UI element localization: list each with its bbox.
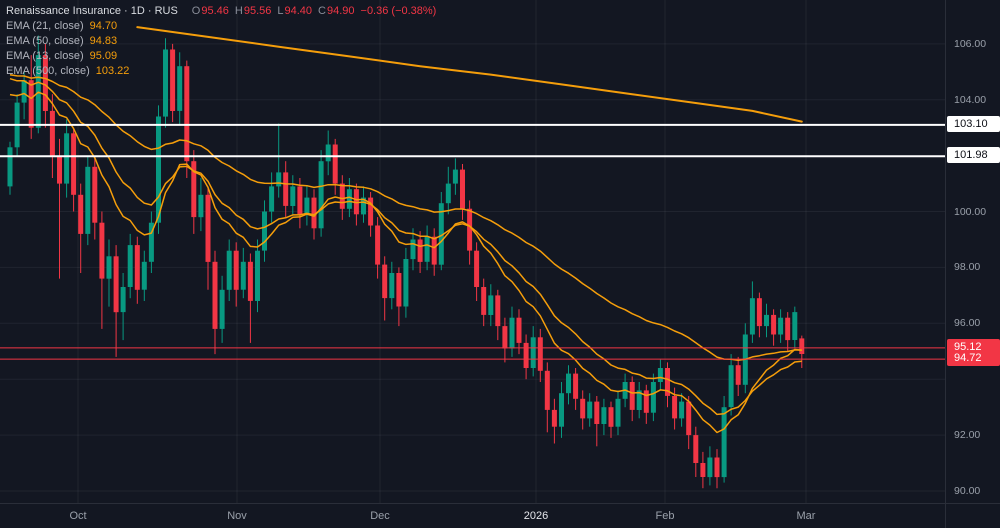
ema13-value: 95.09 [89,50,118,62]
price-tick-label: 98.00 [954,261,981,274]
open-label: O [191,5,201,17]
symbol-title[interactable]: Renaissance Insurance · 1D · RUS [6,5,178,17]
price-tick-label: 106.00 [954,37,987,50]
symbol-info-row[interactable]: Renaissance Insurance · 1D · RUS O95.46 H9… [6,4,436,18]
ema21-value: 94.70 [89,20,118,32]
price-tick-label: 92.00 [954,429,981,442]
indicator-row-ema13[interactable]: EMA (13, close) 95.09 [6,49,436,63]
time-tick-label: Dec [370,510,390,522]
indicator-row-ema500[interactable]: EMA (500, close) 103.22 [6,64,436,78]
time-tick-label: Mar [796,510,816,522]
ema500-label: EMA (500, close) [6,65,90,77]
price-axis[interactable]: 106.00 104.00 100.00 98.00 96.00 92.00 90.00 10… [945,0,1000,503]
candlestick-chart[interactable] [0,0,945,503]
indicator-row-ema21[interactable]: EMA (21, close) 94.70 [6,19,436,33]
time-tick-label: Feb [655,510,675,522]
alert-price-label[interactable]: 94.72 [947,350,1000,367]
change-value: −0.36 (−0.38%) [360,5,437,17]
ema50-value: 94.83 [89,35,118,47]
high-value: 95.56 [243,5,272,17]
low-label: L [277,5,284,17]
level-price-label[interactable]: 101.98 [947,147,1000,164]
high-label: H [234,5,243,17]
price-tick-label: 90.00 [954,484,981,497]
low-value: 94.40 [284,5,313,17]
price-tick-label: 100.00 [954,205,987,218]
price-tick-label: 104.00 [954,93,987,106]
chart-pane[interactable]: Renaissance Insurance · 1D · RUS O95.46 H9… [0,0,945,503]
ema500-value: 103.22 [95,65,130,77]
axis-corner [945,503,1000,528]
legend: Renaissance Insurance · 1D · RUS O95.46 H9… [6,4,436,79]
time-tick-label: Nov [227,510,247,522]
ema21-label: EMA (21, close) [6,20,84,32]
ema13-label: EMA (13, close) [6,50,84,62]
open-value: 95.46 [201,5,229,17]
close-label: C [318,5,326,17]
ema50-label: EMA (50, close) [6,35,84,47]
close-value: 94.90 [326,5,355,17]
time-axis[interactable]: Oct Nov Dec 2026 Feb Mar [0,503,945,528]
price-tick-label: 96.00 [954,317,981,330]
time-tick-label: 2026 [523,510,549,522]
level-price-label[interactable]: 103.10 [947,115,1000,132]
indicator-row-ema50[interactable]: EMA (50, close) 94.83 [6,34,436,48]
time-tick-label: Oct [69,510,87,522]
ohlc-values: O95.46 H95.56 L94.40 C94.90 −0.36 (−0.38%) [186,5,437,17]
